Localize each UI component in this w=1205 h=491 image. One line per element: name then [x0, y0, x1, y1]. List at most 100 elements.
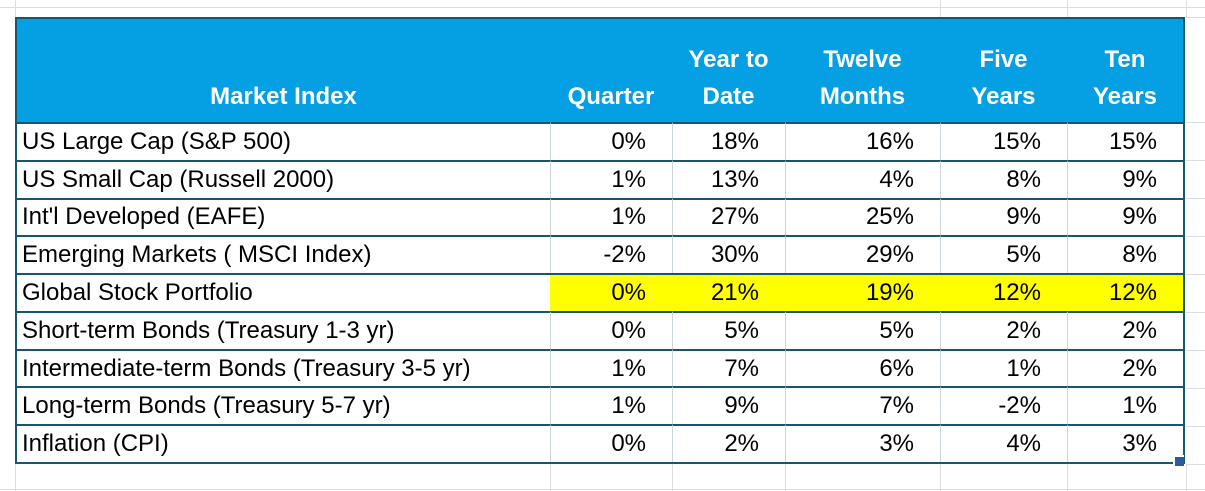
- value-cell[interactable]: 25%: [785, 197, 940, 236]
- row-label: Emerging Markets ( MSCI Index): [22, 241, 372, 269]
- value-cell[interactable]: 2%: [1067, 310, 1183, 349]
- value-cell[interactable]: 0%: [550, 424, 672, 462]
- row-label: US Small Cap (Russell 2000): [22, 165, 335, 193]
- value-text: 9%: [1122, 203, 1157, 231]
- value-text: 12%: [992, 278, 1041, 306]
- header-cell-five-years[interactable]: Five Years: [940, 19, 1067, 122]
- row-label-cell[interactable]: Inflation (CPI): [17, 424, 550, 462]
- value-text: 18%: [710, 127, 759, 155]
- value-text: 29%: [865, 241, 914, 269]
- value-cell[interactable]: 9%: [940, 197, 1067, 236]
- value-cell[interactable]: 30%: [672, 235, 785, 274]
- value-cell[interactable]: 1%: [940, 348, 1067, 387]
- value-cell[interactable]: 16%: [785, 122, 940, 160]
- header-label: Ten: [1104, 46, 1146, 73]
- row-label-cell[interactable]: Int'l Developed (EAFE): [17, 197, 550, 236]
- row-label-cell[interactable]: Global Stock Portfolio: [17, 273, 550, 311]
- value-cell[interactable]: 2%: [672, 424, 785, 462]
- sheet-gridline: [1186, 350, 1205, 351]
- value-text: 1%: [611, 165, 646, 193]
- value-text: 2%: [1006, 316, 1041, 344]
- value-text: 1%: [1122, 392, 1157, 420]
- value-cell[interactable]: 8%: [1067, 235, 1183, 274]
- value-cell[interactable]: 3%: [1067, 424, 1183, 462]
- value-cell[interactable]: 9%: [672, 386, 785, 425]
- value-cell[interactable]: 0%: [550, 122, 672, 160]
- value-cell[interactable]: 7%: [785, 386, 940, 425]
- value-cell[interactable]: 19%: [785, 273, 940, 311]
- header-cell-market-index[interactable]: Market Index: [17, 19, 550, 122]
- value-cell[interactable]: 6%: [785, 348, 940, 387]
- sheet-gridline: [1186, 464, 1187, 491]
- sheet-gridline: [1186, 312, 1205, 313]
- sheet-gridline: [1186, 426, 1205, 427]
- header-cell-year-to-date[interactable]: Year to Date: [672, 19, 785, 122]
- header-cell-twelve-months[interactable]: Twelve Months: [785, 19, 940, 122]
- value-cell[interactable]: 4%: [940, 424, 1067, 462]
- value-cell[interactable]: 0%: [550, 310, 672, 349]
- sheet-gridline: [1186, 388, 1205, 389]
- value-cell[interactable]: 13%: [672, 159, 785, 198]
- row-label-cell[interactable]: US Large Cap (S&P 500): [17, 122, 550, 160]
- value-cell[interactable]: 2%: [940, 310, 1067, 349]
- value-text: 8%: [1006, 165, 1041, 193]
- value-text: 2%: [1122, 354, 1157, 382]
- value-cell[interactable]: 29%: [785, 235, 940, 274]
- value-cell[interactable]: 0%: [550, 273, 672, 311]
- value-text: 5%: [1006, 241, 1041, 269]
- header-cell-ten-years[interactable]: Ten Years: [1067, 19, 1183, 122]
- value-text: 30%: [710, 241, 759, 269]
- row-label-cell[interactable]: US Small Cap (Russell 2000): [17, 159, 550, 198]
- value-text: 12%: [1108, 278, 1157, 306]
- value-cell[interactable]: 1%: [550, 197, 672, 236]
- value-cell[interactable]: 4%: [785, 159, 940, 198]
- value-cell[interactable]: 1%: [550, 386, 672, 425]
- sheet-gridline: [0, 489, 1205, 490]
- value-cell[interactable]: -2%: [550, 235, 672, 274]
- value-cell[interactable]: 5%: [672, 310, 785, 349]
- header-label: Market Index: [210, 83, 357, 110]
- value-cell[interactable]: 8%: [940, 159, 1067, 198]
- value-cell[interactable]: 3%: [785, 424, 940, 462]
- sheet-gridline: [1186, 274, 1205, 275]
- value-cell[interactable]: 1%: [550, 348, 672, 387]
- value-text: 0%: [611, 278, 646, 306]
- value-text: 9%: [1006, 203, 1041, 231]
- value-cell[interactable]: 7%: [672, 348, 785, 387]
- value-cell[interactable]: 9%: [1067, 159, 1183, 198]
- value-cell[interactable]: 2%: [1067, 348, 1183, 387]
- row-label-cell[interactable]: Intermediate-term Bonds (Treasury 3-5 yr…: [17, 348, 550, 387]
- fill-handle[interactable]: [1173, 455, 1184, 466]
- header-label: Years: [1092, 83, 1158, 110]
- value-text: 13%: [710, 165, 759, 193]
- row-label-cell[interactable]: Emerging Markets ( MSCI Index): [17, 235, 550, 273]
- value-cell[interactable]: 9%: [1067, 197, 1183, 236]
- value-text: 3%: [1122, 430, 1157, 458]
- row-label-cell[interactable]: Long-term Bonds (Treasury 5-7 yr): [17, 386, 550, 424]
- value-text: 27%: [710, 203, 759, 231]
- value-cell[interactable]: 15%: [940, 122, 1067, 160]
- header-cell-quarter[interactable]: Quarter: [550, 19, 672, 122]
- value-cell[interactable]: 27%: [672, 197, 785, 236]
- value-cell[interactable]: 15%: [1067, 122, 1183, 160]
- sheet-gridline: [785, 464, 786, 491]
- value-text: 25%: [865, 203, 914, 231]
- value-text: 0%: [611, 127, 646, 155]
- value-cell[interactable]: 5%: [940, 235, 1067, 274]
- value-cell[interactable]: 21%: [672, 273, 785, 311]
- value-cell[interactable]: -2%: [940, 386, 1067, 425]
- row-label: Long-term Bonds (Treasury 5-7 yr): [22, 392, 391, 420]
- value-cell[interactable]: 1%: [1067, 386, 1183, 425]
- value-text: 5%: [879, 316, 914, 344]
- value-cell[interactable]: 12%: [1067, 273, 1183, 311]
- value-cell[interactable]: 1%: [550, 159, 672, 198]
- value-cell[interactable]: 12%: [940, 273, 1067, 311]
- value-text: 1%: [1006, 354, 1041, 382]
- value-cell[interactable]: 18%: [672, 122, 785, 160]
- value-text: 21%: [710, 278, 759, 306]
- row-label: Int'l Developed (EAFE): [22, 203, 266, 231]
- value-text: 2%: [1122, 316, 1157, 344]
- row-label-cell[interactable]: Short-term Bonds (Treasury 1-3 yr): [17, 310, 550, 349]
- value-cell[interactable]: 5%: [785, 310, 940, 349]
